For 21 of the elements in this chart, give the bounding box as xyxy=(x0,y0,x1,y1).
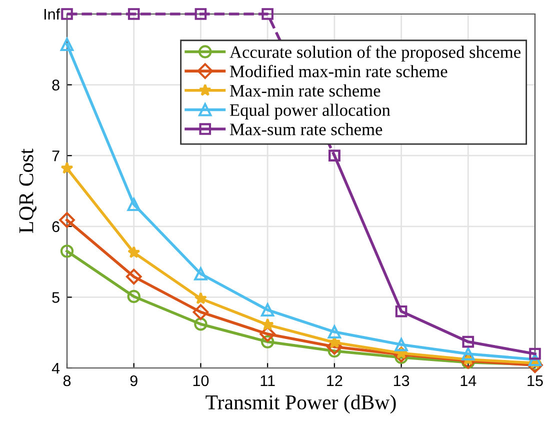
y-tick-label: 8 xyxy=(52,80,60,90)
y-tick-label: 4 xyxy=(52,363,60,374)
x-tick-label: 14 xyxy=(460,376,476,386)
x-tick-label: 8 xyxy=(63,375,71,386)
x-tick-label: 15 xyxy=(528,376,543,386)
legend-label: Modified max-min rate scheme xyxy=(230,64,448,78)
legend-label: Equal power allocation xyxy=(230,104,390,120)
legend-label: Max-min rate scheme xyxy=(230,84,380,97)
x-axis-title: Transmit Power (dBw) xyxy=(206,394,396,414)
y-tick-label: Inf xyxy=(44,8,60,20)
x-tick-label: 11 xyxy=(260,376,275,386)
legend-label: Max-sum rate scheme xyxy=(230,123,382,136)
x-tick-label: 12 xyxy=(327,375,342,386)
y-axis-title: LQR Cost xyxy=(19,148,36,233)
x-tick-label: 9 xyxy=(130,375,138,386)
x-tick-label: 13 xyxy=(394,375,410,386)
y-tick-label: 5 xyxy=(52,292,60,303)
y-tick-label: 7 xyxy=(52,150,60,162)
legend-label: Accurate solution of the proposed shceme xyxy=(230,46,520,62)
y-tick-label: 6 xyxy=(52,221,60,232)
x-tick-label: 10 xyxy=(193,375,209,386)
